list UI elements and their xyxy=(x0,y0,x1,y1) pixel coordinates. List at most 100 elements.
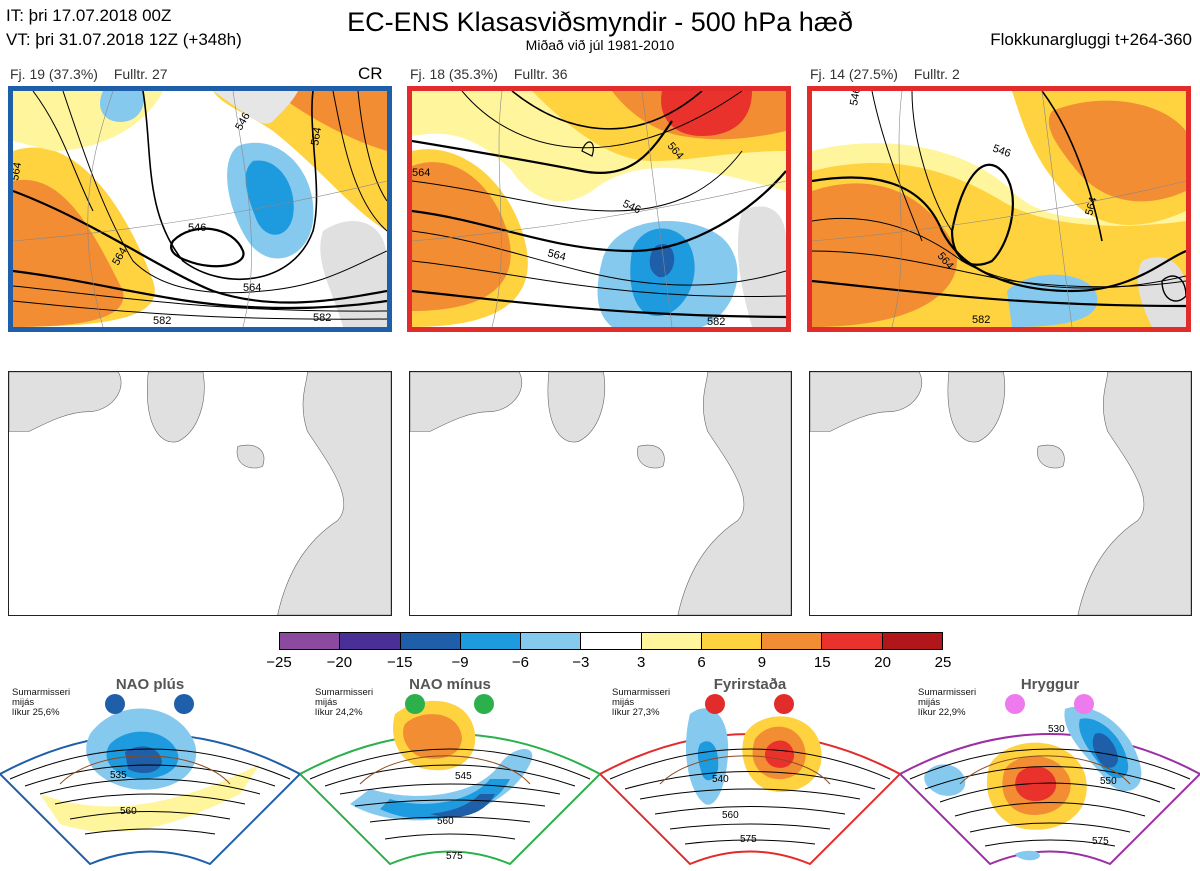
regime-2-map: 545 560 575 xyxy=(300,694,600,866)
regime-3-note-3: líkur 27,3% xyxy=(612,707,660,718)
regime-2-title: NAO mínus xyxy=(409,676,491,693)
panel-3-label: Fj. 14 (27.5%) Fulltr. 2 xyxy=(810,66,972,82)
regime-1-label: 560 xyxy=(120,806,137,817)
regime-3-map: 540 560 575 xyxy=(600,694,900,866)
map1-contour-label: 564 xyxy=(13,161,24,181)
colorbar-tick-label: 6 xyxy=(697,654,706,671)
map1-contour-label: 582 xyxy=(313,312,331,324)
map3-contour-label: 564 xyxy=(1083,196,1099,217)
regime-3-note-2: mijás xyxy=(612,697,635,708)
colorbar-tick-label: 25 xyxy=(934,654,952,671)
regime-1-map: 535 560 xyxy=(0,694,300,866)
cluster-map-2-graphic: 546 564 564 564 582 xyxy=(412,91,786,327)
map1-contour-label: 564 xyxy=(243,282,261,294)
colorbar-tick-label: −6 xyxy=(511,654,529,671)
colorbar-segment xyxy=(701,633,763,649)
regime-4-note: Sumarmisseri mijás líkur 22,9% xyxy=(918,688,976,718)
regime-4-note-3: líkur 22,9% xyxy=(918,707,966,718)
colorbar-segment xyxy=(280,633,341,649)
regime-4-map: 530 550 575 xyxy=(900,694,1200,866)
colorbar-segment xyxy=(581,633,642,649)
panel-3-fulltr: Fulltr. 2 xyxy=(913,66,960,82)
regime-4-label: 530 xyxy=(1048,724,1065,735)
colorbar-segment xyxy=(882,633,942,649)
colorbar-segment xyxy=(400,633,461,649)
regime-4-title: Hryggur xyxy=(1020,676,1080,693)
blank-map-2-graphic xyxy=(410,372,791,615)
colorbar-tick-label: 3 xyxy=(637,654,646,671)
regime-4-label: 550 xyxy=(1100,776,1117,787)
regime-1-note: Sumarmisseri mijás líkur 25,6% xyxy=(12,688,70,718)
regime-2-note-1: Sumarmisseri xyxy=(315,687,374,698)
colorbar-segment xyxy=(822,633,883,649)
colorbar-tick-label: −25 xyxy=(266,654,292,671)
cluster-map-1[interactable]: 546 546 564 564 564 582 582 564 xyxy=(8,86,392,332)
blank-map-3-graphic xyxy=(810,372,1191,615)
blank-map-1[interactable] xyxy=(8,371,392,616)
regime-1-note-3: líkur 25,6% xyxy=(12,707,60,718)
regime-2-note-2: mijás xyxy=(315,697,338,708)
regime-3-note-1: Sumarmisseri xyxy=(612,687,671,698)
panel-3-fj: Fj. 14 (27.5%) xyxy=(810,66,898,82)
cluster-map-3-graphic: 546 564 564 582 546 xyxy=(812,91,1186,327)
regime-1-note-2: mijás xyxy=(12,697,35,708)
panel-1-tag: CR xyxy=(358,64,383,83)
regime-1-title: NAO plús xyxy=(115,676,185,693)
regime-3-title: Fyrirstaða xyxy=(713,676,787,693)
page-subtitle: Miðað við júl 1981-2010 xyxy=(525,37,675,53)
regime-3-note: Sumarmisseri mijás líkur 27,3% xyxy=(612,688,670,718)
blank-map-2[interactable] xyxy=(409,371,792,616)
map3-contour-label: 546 xyxy=(848,91,863,107)
colorbar-segment xyxy=(762,633,823,649)
regime-2-label: 560 xyxy=(437,816,454,827)
colorbar-tick-label: 9 xyxy=(757,654,767,671)
colorbar-segment xyxy=(641,633,702,649)
panel-1-fj: Fj. 19 (37.3%) xyxy=(10,66,98,82)
colorbar-tick-label: 20 xyxy=(874,654,891,671)
map2-contour-label: 564 xyxy=(546,247,567,263)
colorbar-segment xyxy=(521,633,582,649)
header-dates: IT: þri 17.07.2018 00Z VT: þri 31.07.201… xyxy=(6,4,242,52)
regime-2-label: 545 xyxy=(455,771,472,782)
regime-3-label: 575 xyxy=(740,834,757,845)
init-time: IT: þri 17.07.2018 00Z xyxy=(6,6,172,25)
colorbar xyxy=(279,632,943,650)
colorbar-tick-label: −15 xyxy=(386,654,413,671)
map3-contour-label: 546 xyxy=(991,143,1012,161)
map2-contour-label: 564 xyxy=(412,167,430,179)
blank-map-3[interactable] xyxy=(809,371,1192,616)
regime-1-note-1: Sumarmisseri xyxy=(12,687,71,698)
page-title: EC-ENS Klasasviðsmyndir - 500 hPa hæð xyxy=(347,7,853,37)
map1-contour-label: 564 xyxy=(309,126,324,146)
map3-contour-label: 582 xyxy=(972,314,990,326)
blank-map-1-graphic xyxy=(9,372,391,615)
colorbar-tick-label: 15 xyxy=(813,654,831,671)
regime-4-label: 575 xyxy=(1092,836,1109,847)
window-label: Flokkunargluggi t+264-360 xyxy=(990,30,1192,49)
colorbar-tick-label: −3 xyxy=(572,654,590,671)
cluster-map-3[interactable]: 546 564 564 582 546 xyxy=(807,86,1191,332)
map1-contour-label: 546 xyxy=(188,222,206,234)
colorbar-segment xyxy=(340,633,401,649)
panel-2-label: Fj. 18 (35.3%) Fulltr. 36 xyxy=(410,66,580,82)
panel-2-fulltr: Fulltr. 36 xyxy=(513,66,568,82)
map2-contour-label: 582 xyxy=(707,316,725,327)
panel-2-fj: Fj. 18 (35.3%) xyxy=(410,66,498,82)
panel-1-label: Fj. 19 (37.3%) Fulltr. 27 xyxy=(10,66,180,82)
colorbar-tick-label: −20 xyxy=(326,654,353,671)
map1-contour-label: 582 xyxy=(153,315,171,327)
colorbar-segment xyxy=(460,633,522,649)
regime-3-label: 540 xyxy=(712,774,729,785)
colorbar-tick-label: −9 xyxy=(451,654,469,671)
cluster-map-2[interactable]: 546 564 564 564 582 xyxy=(407,86,791,332)
regime-2-label: 575 xyxy=(446,851,463,862)
regime-2-note: Sumarmisseri mijás líkur 24,2% xyxy=(315,688,373,718)
valid-time: VT: þri 31.07.2018 12Z (+348h) xyxy=(6,30,242,49)
cluster-map-1-graphic: 546 546 564 564 564 582 582 564 xyxy=(13,91,387,327)
regime-2-note-3: líkur 24,2% xyxy=(315,707,363,718)
regime-1-label: 535 xyxy=(110,770,127,781)
regime-4-note-1: Sumarmisseri xyxy=(918,687,977,698)
panel-1-fulltr: Fulltr. 27 xyxy=(113,66,168,82)
regime-3-label: 560 xyxy=(722,810,739,821)
regime-4-note-2: mijás xyxy=(918,697,941,708)
